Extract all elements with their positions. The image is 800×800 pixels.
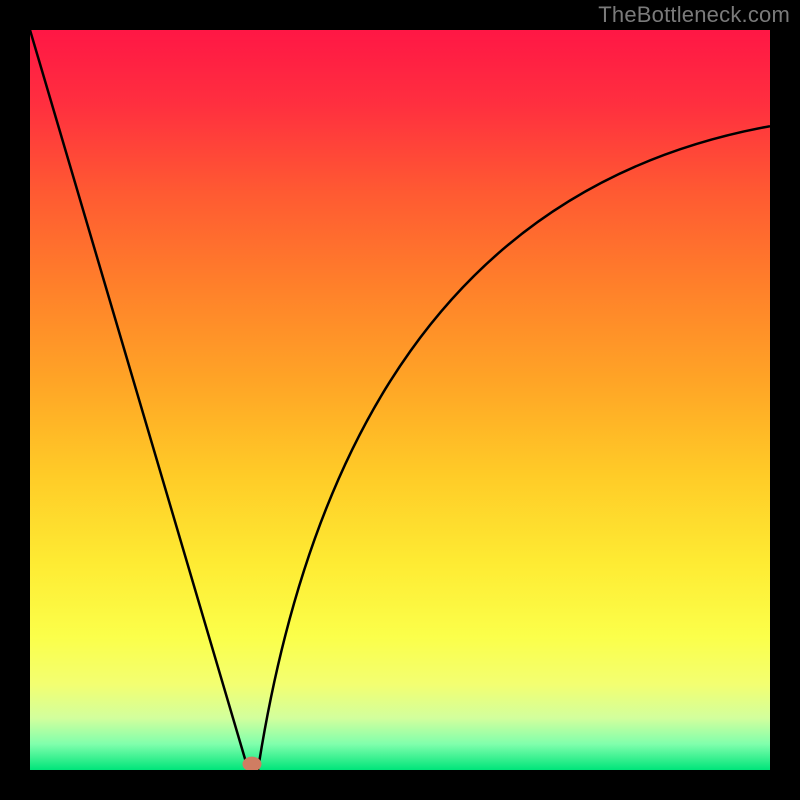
optimal-point-marker [243, 757, 261, 771]
watermark-text: TheBottleneck.com [598, 2, 790, 28]
bottleneck-chart-svg [0, 0, 800, 800]
chart-background-gradient [30, 30, 770, 770]
chart-container: TheBottleneck.com [0, 0, 800, 800]
